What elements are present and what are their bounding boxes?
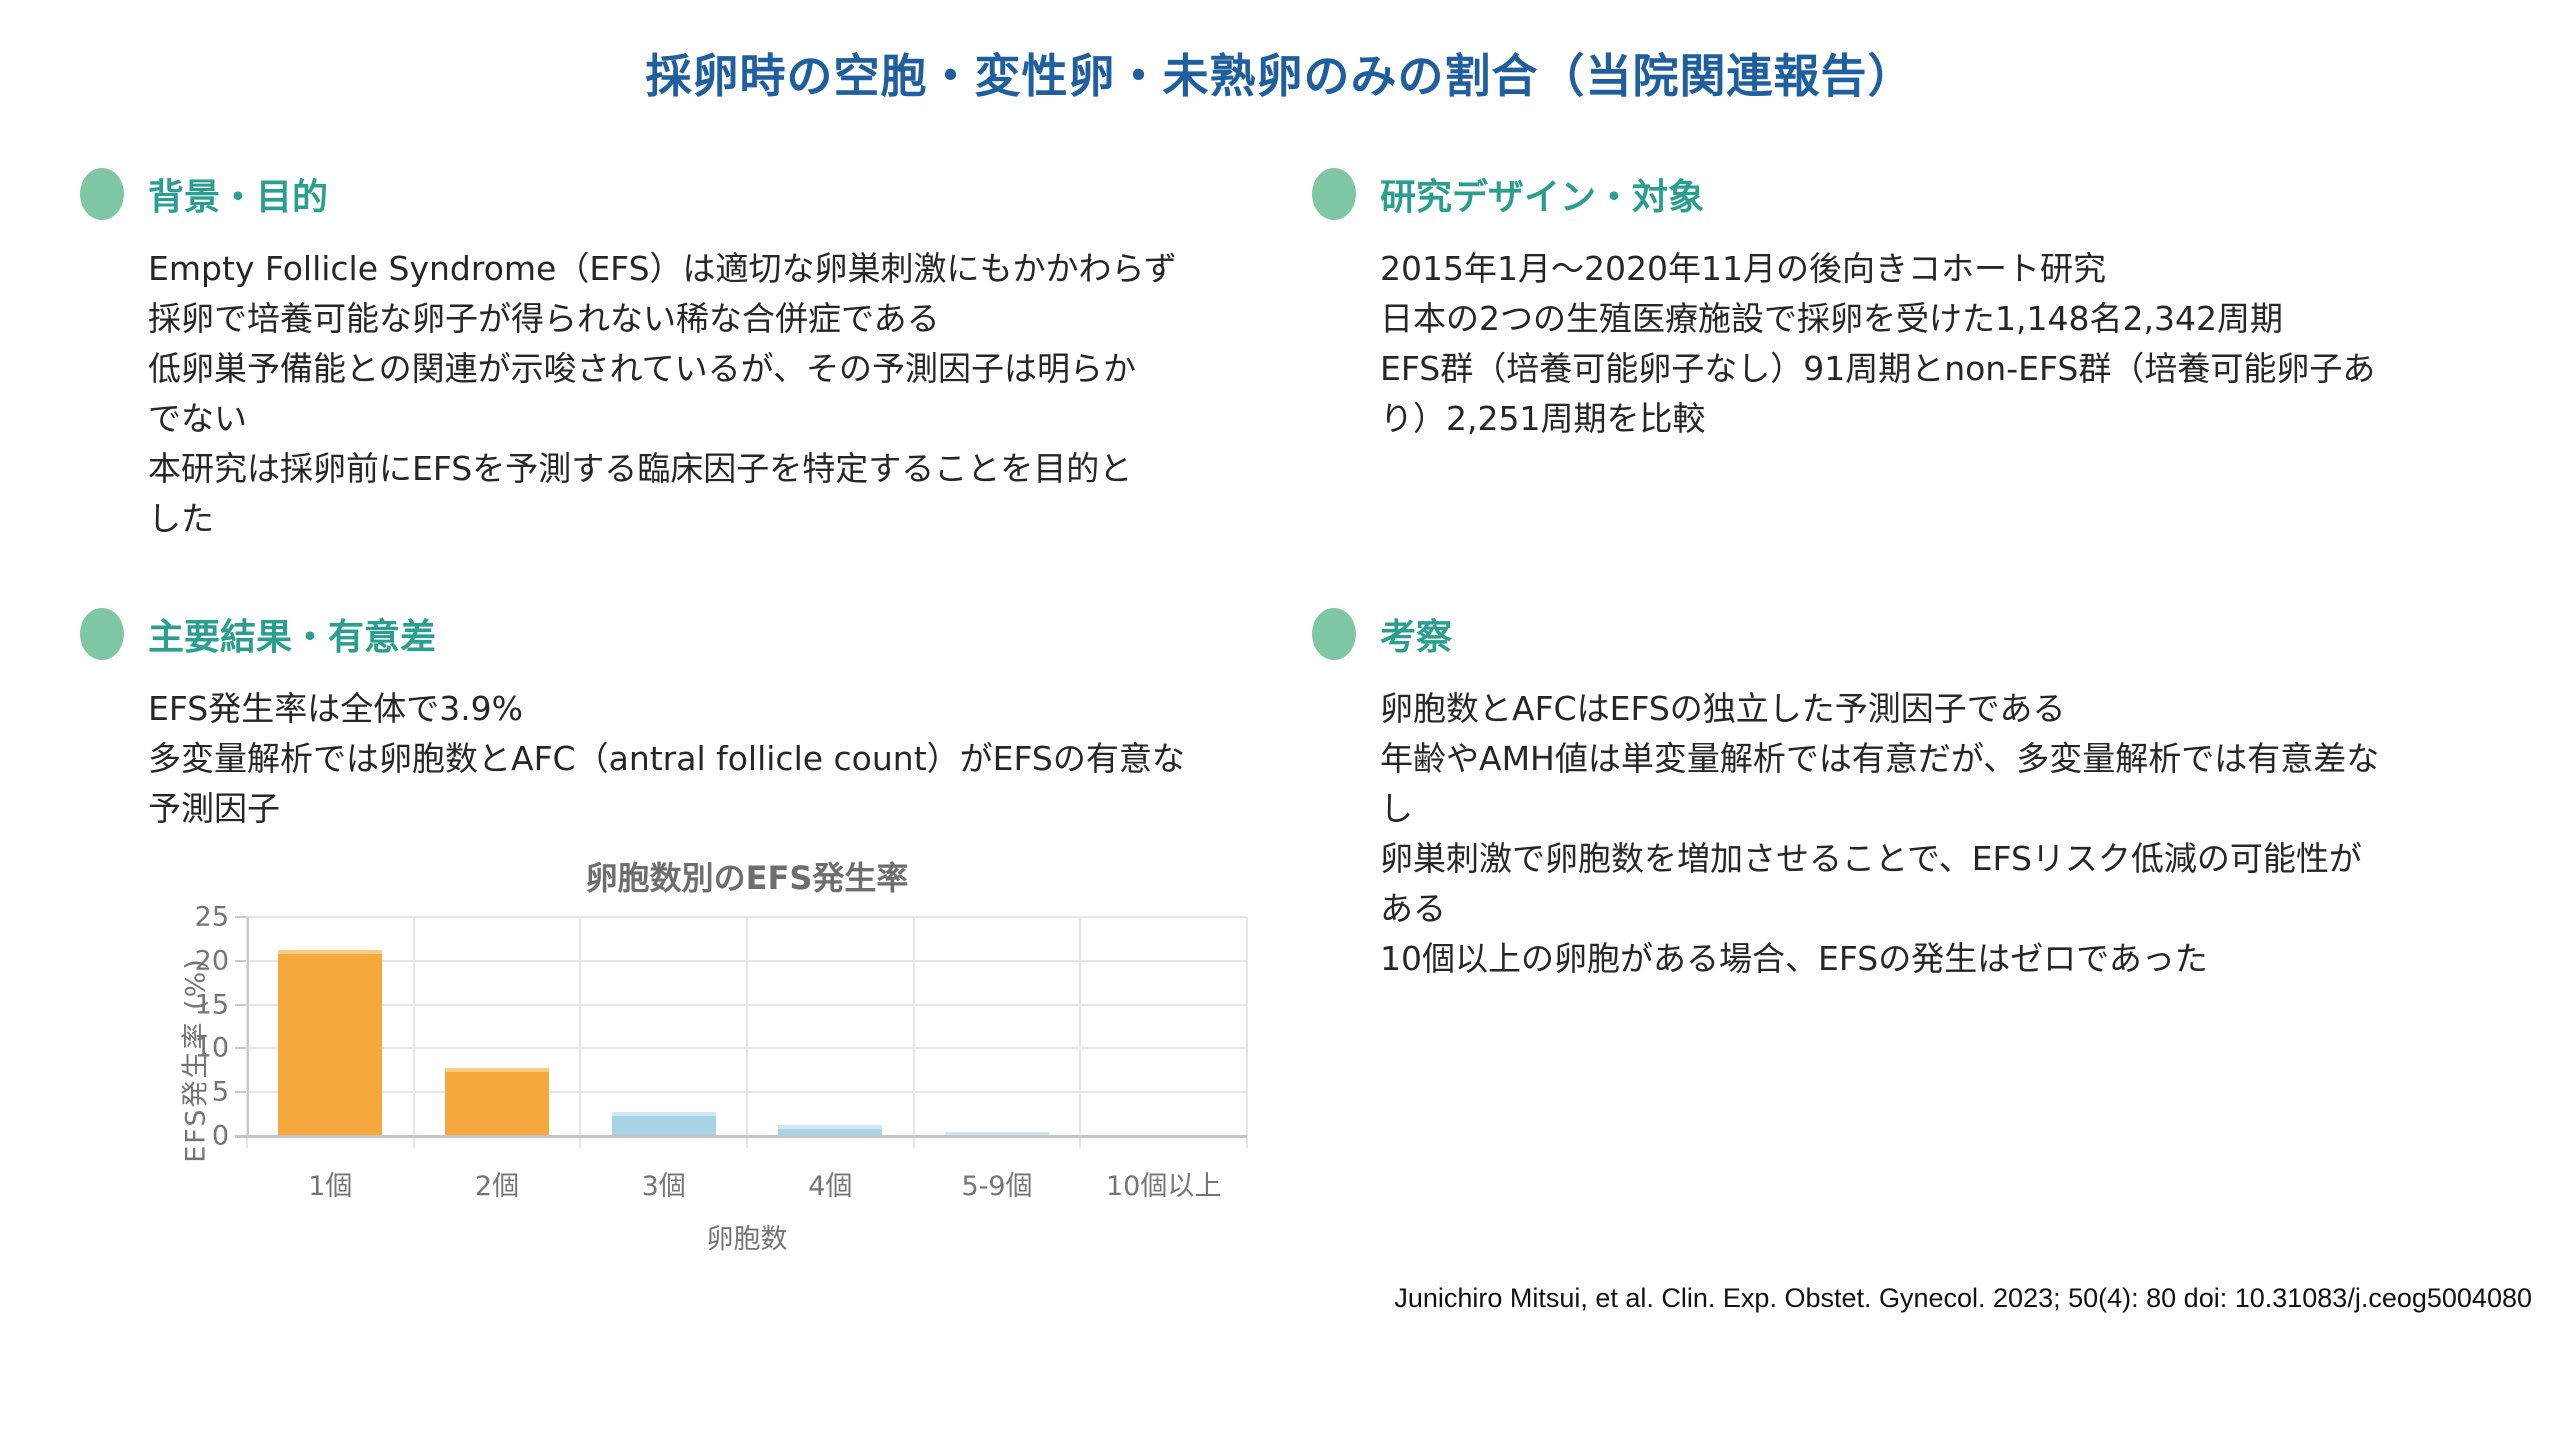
y-tick-label: 10 [194, 1032, 229, 1064]
body-line: EFS群（培養可能卵子なし）91周期とnon-EFS群（培養可能卵子あ [1380, 349, 2376, 388]
body-line: 年齢やAMH値は単変量解析では有意だが、多変量解析では有意差な [1380, 739, 2380, 778]
gridline-vertical [912, 917, 915, 1148]
section-header: 主要結果・有意差 [80, 608, 1290, 660]
body-line: 日本の2つの生殖医療施設で採卵を受けた1,148名2,342周期 [1380, 299, 2283, 338]
section-header: 背景・目的 [80, 168, 1290, 220]
gridline-vertical [746, 917, 748, 1148]
gridline-vertical [579, 917, 582, 1148]
body-line: Empty Follicle Syndrome（EFS）は適切な卵巣刺激にもかか… [148, 249, 1177, 288]
section-body: EFS発生率は全体で3.9% 多変量解析では卵胞数とAFC（antral foll… [148, 684, 1290, 834]
body-line: し [1380, 789, 1413, 828]
section-heading: 主要結果・有意差 [148, 617, 437, 658]
x-tick-label: 4個 [808, 1171, 853, 1202]
section-body: Empty Follicle Syndrome（EFS）は適切な卵巣刺激にもかか… [148, 244, 1290, 544]
body-line: 低卵巣予備能との関連が示唆されているが、その予測因子は明らか [148, 349, 1137, 388]
gridline-vertical [1079, 917, 1082, 1148]
efs-rate-bar-chart: 卵胞数別のEFS発生率 EFS発生率 (%) 卵胞数 0 5 10 15 20 25 1個 2… [130, 845, 1260, 1275]
body-line: 予測因子 [148, 789, 280, 828]
section-heading: 考察 [1380, 617, 1453, 658]
x-tick-label: 5-9個 [961, 1171, 1033, 1202]
body-line: 卵胞数とAFCはEFSの独立した予測因子である [1380, 689, 2066, 728]
section-header: 研究デザイン・対象 [1312, 168, 2542, 220]
x-tick-label: 2個 [474, 1171, 520, 1202]
chart-bar [612, 1112, 716, 1136]
x-tick-label: 10個以上 [1105, 1171, 1222, 1202]
bullet-circle-icon [80, 168, 124, 220]
bullet-circle-icon [1312, 608, 1356, 660]
section-background-purpose: 背景・目的 Empty Follicle Syndrome（EFS）は適切な卵巣… [80, 160, 1290, 544]
y-tick-mark [235, 1003, 247, 1006]
bullet-circle-icon [80, 608, 124, 660]
chart-plot-area: 卵胞数 0 5 10 15 20 25 1個 2個 3個 4個 5-9個 10個以上 [195, 902, 1248, 1255]
section-heading: 背景・目的 [148, 177, 329, 218]
chart-title: 卵胞数別のEFS発生率 [585, 859, 909, 897]
y-tick-label: 0 [211, 1120, 229, 1152]
body-line: ある [1380, 889, 1446, 928]
body-line: でない [148, 399, 247, 438]
x-tick-label: 1個 [308, 1171, 353, 1202]
chart-bar [278, 950, 382, 1136]
section-body: 卵胞数とAFCはEFSの独立した予測因子である年齢やAMH値は単変量解析では有意… [1380, 684, 2542, 984]
body-line: 2015年1月〜2020年11月の後向きコホート研究 [1380, 249, 2106, 288]
section-discussion: 考察 卵胞数とAFCはEFSの独立した予測因子である年齢やAMH値は単変量解析で… [1312, 600, 2542, 984]
page-title: 採卵時の空胞・変性卵・未熟卵のみの割合（当院関連報告） [645, 49, 1915, 103]
y-tick-label: 20 [194, 945, 229, 977]
chart-bar [778, 1125, 882, 1136]
body-line: 多変量解析では卵胞数とAFC（antral follicle count）がEF… [148, 739, 1185, 778]
gridline-vertical [412, 917, 415, 1148]
citation: Junichiro Mitsui, et al. Clin. Exp. Obst… [1394, 1283, 2532, 1313]
body-line: り）2,251周期を比較 [1380, 399, 1706, 438]
section-main-results: 主要結果・有意差 EFS発生率は全体で3.9% 多変量解析では卵胞数とAFC（an… [80, 600, 1290, 1340]
y-tick-label: 25 [194, 901, 229, 933]
x-axis-line [235, 1135, 1247, 1138]
y-axis-line [247, 917, 249, 1136]
body-line: 採卵で培養可能な卵子が得られない稀な合併症である [148, 299, 940, 338]
section-heading: 研究デザイン・対象 [1380, 177, 1705, 218]
y-tick-mark [235, 1091, 247, 1094]
body-line: EFS発生率は全体で3.9% [148, 689, 524, 728]
section-header: 考察 [1312, 608, 2542, 660]
gridline-vertical [1246, 917, 1248, 1148]
body-line: した [148, 499, 214, 538]
y-tick-mark [235, 916, 247, 918]
y-tick-mark [235, 959, 247, 962]
x-tick-label: 3個 [641, 1171, 686, 1202]
bullet-circle-icon [1312, 168, 1356, 220]
body-line: 本研究は採卵前にEFSを予測する臨床因子を特定することを目的と [148, 449, 1133, 488]
section-body: 2015年1月〜2020年11月の後向きコホート研究日本の2つの生殖医療施設で採… [1380, 244, 2542, 444]
body-line: 10個以上の卵胞がある場合、EFSの発生はゼロであった [1380, 939, 2208, 978]
y-tick-mark [235, 1047, 247, 1050]
y-tick-label: 15 [194, 989, 229, 1021]
y-tick-label: 5 [211, 1076, 229, 1108]
section-study-design: 研究デザイン・対象 2015年1月〜2020年11月の後向きコホート研究日本の2… [1312, 160, 2542, 444]
chart-x-axis-label: 卵胞数 [706, 1224, 788, 1255]
chart-bar [445, 1068, 549, 1136]
body-line: 卵巣刺激で卵胞数を増加させることで、EFSリスク低減の可能性が [1380, 839, 2362, 878]
chart-bar [945, 1132, 1049, 1136]
